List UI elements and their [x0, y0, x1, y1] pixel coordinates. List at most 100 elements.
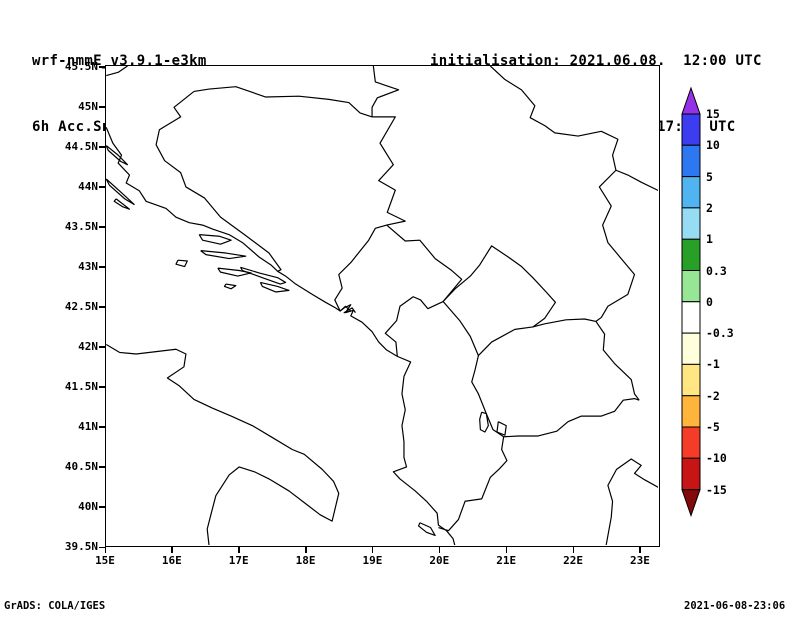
outline-croatia-serbia-border — [371, 66, 400, 117]
colorbar-label: 2 — [706, 200, 713, 215]
lat-tick-mark — [99, 426, 105, 428]
outline-italy-coast — [106, 343, 340, 545]
colorbar-svg — [681, 86, 701, 518]
lon-tick-mark — [438, 547, 441, 553]
lat-tick-label: 44N — [78, 179, 98, 193]
lon-tick-mark — [371, 547, 374, 553]
colorbar-band-9 — [681, 395, 701, 428]
outline-island-corfu — [417, 522, 436, 537]
creation-timestamp: 2021-06-08-23:06 — [684, 600, 786, 612]
outline-serbia-bulgaria-border — [595, 169, 636, 322]
outline-croatia-bosnia-border — [155, 90, 282, 272]
lat-tick-label: 43.5N — [64, 219, 98, 233]
lat-tick-label: 42N — [78, 339, 98, 353]
lon-tick-label: 20E — [429, 554, 450, 567]
outline-lake-ohrid — [479, 411, 489, 433]
lon-tick-label: 22E — [563, 554, 583, 567]
colorbar-arrow-top — [681, 86, 701, 115]
lat-tick-label: 40N — [78, 499, 98, 513]
colorbar-label: 1 — [706, 232, 713, 247]
outline-serbia-romania-border — [489, 66, 619, 171]
lon-tick-label: 21E — [496, 554, 517, 567]
lat-tick-mark — [99, 546, 105, 548]
lat-tick-label: 40.5N — [64, 459, 98, 473]
outline-adriatic-east-coast — [106, 127, 456, 545]
lat-tick-mark — [99, 66, 105, 68]
lon-tick-label: 16E — [161, 554, 182, 567]
outline-slovenia-croatia-border — [106, 66, 128, 77]
colorbar-band-6 — [681, 301, 701, 334]
outline-island-hvar — [200, 250, 247, 260]
colorbar-band-2 — [681, 176, 701, 209]
lon-tick-mark — [238, 547, 240, 553]
colorbar-label: 15 — [706, 107, 720, 121]
grads-credit: GrADS: COLA/IGES — [4, 600, 106, 612]
outline-kosovo-border — [442, 245, 557, 357]
outline-albania-macedonia-border — [471, 355, 504, 438]
lat-tick-mark — [99, 506, 105, 508]
colorbar-label: -0.3 — [706, 326, 734, 341]
lat-tick-mark — [99, 226, 105, 228]
lon-tick-label: 23E — [630, 554, 650, 567]
colorbar-label: -15 — [706, 482, 727, 497]
lon-tick-label: 19E — [362, 554, 383, 567]
lat-tick-mark — [99, 106, 105, 108]
colorbar-band-1 — [681, 144, 701, 178]
outline-island-korcula — [217, 267, 252, 277]
outline-island-vis — [175, 259, 188, 268]
colorbar-arrow-bottom — [681, 489, 701, 518]
outline-serbia-macedonia-border — [532, 318, 597, 328]
lon-tick-label: 17E — [228, 554, 249, 567]
lon-tick-mark — [639, 547, 641, 553]
colorbar-label: -2 — [706, 388, 720, 403]
lon-tick-mark — [572, 547, 575, 553]
lon-tick-label: 15E — [95, 554, 115, 567]
lat-tick-label: 43N — [78, 259, 98, 273]
lat-tick-mark — [99, 266, 105, 268]
colorbar-label: 0.3 — [706, 263, 727, 278]
outline-island-pag — [106, 145, 129, 166]
lat-tick-label: 44.5N — [64, 139, 98, 153]
colorbar-label: 0 — [706, 294, 713, 309]
colorbar-band-10 — [681, 426, 701, 459]
lat-tick-mark — [99, 386, 105, 388]
map-svg — [106, 66, 658, 545]
lon-tick-mark — [305, 547, 307, 553]
lon-tick-label: 18E — [295, 554, 316, 567]
outline-greece-aegean-coast — [605, 458, 658, 545]
outline-kotor-bay — [339, 305, 356, 314]
lat-tick-mark — [99, 146, 105, 148]
lon-tick-mark — [505, 547, 508, 553]
map-frame — [105, 65, 660, 547]
colorbar-band-3 — [681, 207, 701, 240]
colorbar-band-8 — [681, 363, 701, 397]
lon-tick-mark — [171, 547, 173, 553]
colorbar-label: -5 — [706, 420, 720, 434]
lat-tick-label: 41.5N — [64, 379, 98, 393]
lat-tick-label: 39.5N — [64, 540, 98, 553]
lat-tick-label: 41N — [78, 419, 98, 433]
outline-lake-prespa — [496, 421, 507, 436]
colorbar-label: -10 — [706, 451, 727, 466]
outline-island-mljet — [259, 281, 290, 293]
outline-peljesac-peninsula — [239, 266, 287, 285]
colorbar-band-11 — [681, 457, 701, 491]
lon-tick-mark — [104, 547, 106, 553]
lat-tick-mark — [99, 186, 105, 188]
outline-bosnia-serbia-border — [372, 116, 406, 226]
outline-macedonia-greece-border — [503, 398, 640, 438]
colorbar-band-4 — [681, 238, 701, 271]
lat-tick-mark — [99, 306, 105, 308]
colorbar-band-0 — [681, 113, 701, 146]
outline-island-brac — [198, 234, 232, 245]
outline-island-lastovo — [223, 283, 237, 290]
outline-albania-greece-border — [438, 436, 508, 532]
lat-tick-label: 42.5N — [64, 299, 98, 313]
outline-macedonia-bulgaria-border — [595, 321, 640, 401]
colorbar-label: -1 — [706, 357, 720, 372]
lat-tick-label: 45.5N — [64, 59, 98, 73]
colorbar-band-5 — [681, 270, 701, 303]
outline-bosnia-montenegro-border — [334, 224, 387, 312]
outline-sava-border — [193, 86, 373, 118]
